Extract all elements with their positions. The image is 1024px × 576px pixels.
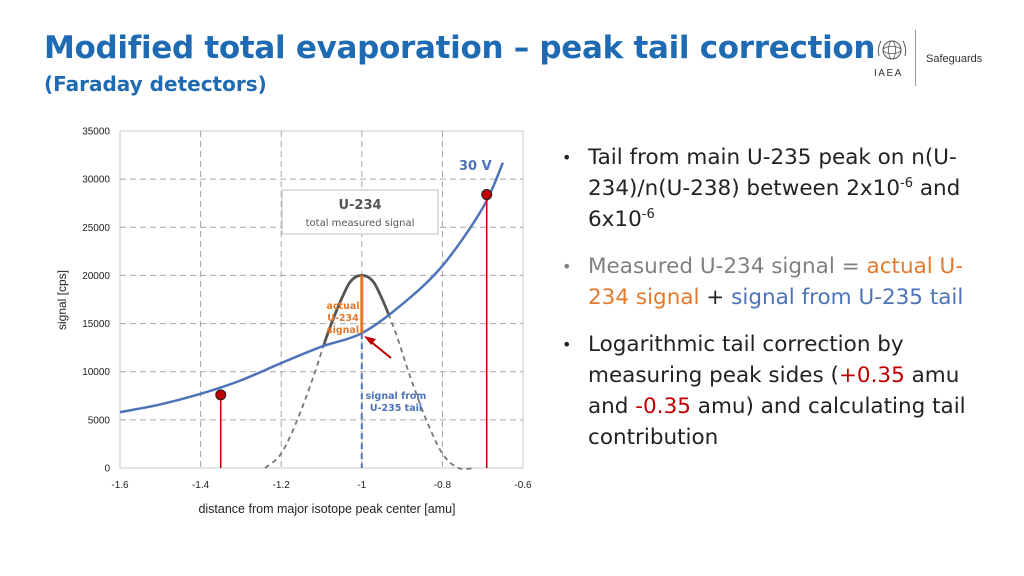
tick-labels: -1.6 -1.4 -1.2 -1 -0.8 -0.6 0 5000 10000 15000 200…	[82, 127, 532, 492]
y-tick-label: 35000	[82, 127, 110, 138]
x-axis-label: distance from major isotope peak center …	[198, 502, 455, 516]
plot-area	[119, 130, 524, 469]
u234-peak-line	[264, 274, 475, 470]
logo-text: IAEA	[874, 68, 903, 79]
y-tick-label: 5000	[88, 415, 111, 426]
annotation-box-title: U-234	[338, 198, 381, 213]
actual-label-line2: U-234	[327, 313, 359, 324]
tail-label-line1: signal from	[366, 391, 427, 402]
tail-label-line2: U-235 tail	[370, 403, 422, 414]
data-marker-right	[481, 189, 493, 201]
bullet-dot-icon: •	[562, 257, 572, 276]
actual-label-line1: actual	[326, 301, 359, 312]
bullet-item: • Measured U-234 signal = actual U-234 s…	[562, 251, 992, 313]
y-tick-label: 15000	[82, 319, 110, 330]
bullet-list: • Tail from main U-235 peak on n(U-234)/…	[562, 142, 992, 469]
page-title: Modified total evaporation – peak tail c…	[44, 30, 876, 66]
section-label: Safeguards	[926, 53, 983, 65]
annotation-box-sub: total measured signal	[306, 218, 415, 229]
y-tick-label: 25000	[82, 223, 110, 234]
x-tick-label: -1	[357, 480, 366, 491]
arrow-head	[364, 336, 376, 345]
page-subtitle: (Faraday detectors)	[44, 72, 267, 96]
x-tick-label: -0.6	[514, 480, 532, 491]
y-tick-label: 0	[104, 464, 110, 475]
iaea-logo-icon	[872, 36, 912, 80]
u235-tail-line	[119, 162, 504, 414]
annotation-box	[281, 189, 439, 235]
bullet-item: • Tail from main U-235 peak on n(U-234)/…	[562, 142, 992, 235]
data-marker-left	[215, 389, 227, 401]
bullet-item: • Logarithmic tail correction by measuri…	[562, 329, 992, 453]
bullet-dot-icon: •	[562, 335, 572, 354]
y-axis-label: signal [cps]	[55, 270, 69, 330]
y-tick-label: 10000	[82, 367, 110, 378]
x-tick-label: -1.6	[111, 480, 129, 491]
arrow-shaft	[369, 340, 392, 359]
voltage-label: 30 V	[459, 159, 492, 174]
actual-label-line3: signal	[327, 325, 359, 336]
y-tick-label: 20000	[82, 271, 110, 282]
x-tick-label: -1.4	[192, 480, 210, 491]
y-tick-label: 30000	[82, 175, 110, 186]
header-divider	[915, 30, 916, 86]
bullet-dot-icon: •	[562, 148, 572, 167]
x-tick-label: -1.2	[273, 480, 291, 491]
x-tick-label: -0.8	[434, 480, 452, 491]
